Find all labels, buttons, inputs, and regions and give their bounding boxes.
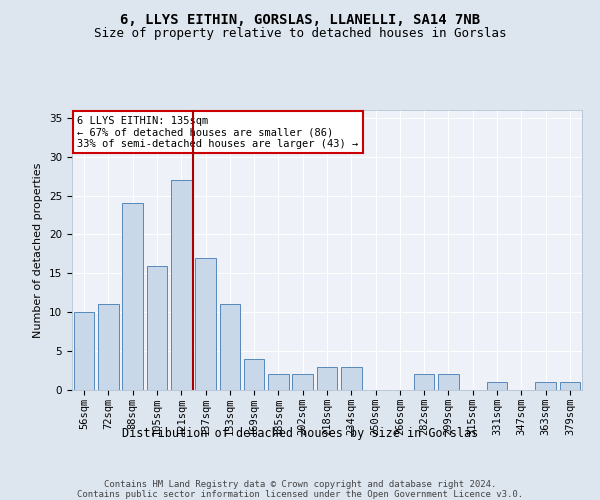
Bar xyxy=(341,366,362,390)
Text: 6, LLYS EITHIN, GORSLAS, LLANELLI, SA14 7NB: 6, LLYS EITHIN, GORSLAS, LLANELLI, SA14 … xyxy=(120,12,480,26)
Bar xyxy=(220,304,240,390)
Bar xyxy=(414,374,434,390)
Bar xyxy=(146,266,167,390)
Bar xyxy=(317,366,337,390)
Text: Size of property relative to detached houses in Gorslas: Size of property relative to detached ho… xyxy=(94,28,506,40)
Text: Distribution of detached houses by size in Gorslas: Distribution of detached houses by size … xyxy=(122,428,478,440)
Bar xyxy=(122,204,143,390)
Bar xyxy=(268,374,289,390)
Y-axis label: Number of detached properties: Number of detached properties xyxy=(34,162,43,338)
Bar xyxy=(535,382,556,390)
Bar xyxy=(487,382,508,390)
Text: Contains HM Land Registry data © Crown copyright and database right 2024.
Contai: Contains HM Land Registry data © Crown c… xyxy=(77,480,523,500)
Bar xyxy=(195,258,216,390)
Text: 6 LLYS EITHIN: 135sqm
← 67% of detached houses are smaller (86)
33% of semi-deta: 6 LLYS EITHIN: 135sqm ← 67% of detached … xyxy=(77,116,358,149)
Bar xyxy=(98,304,119,390)
Bar xyxy=(438,374,459,390)
Bar xyxy=(560,382,580,390)
Bar xyxy=(74,312,94,390)
Bar xyxy=(292,374,313,390)
Bar xyxy=(171,180,191,390)
Bar xyxy=(244,359,265,390)
